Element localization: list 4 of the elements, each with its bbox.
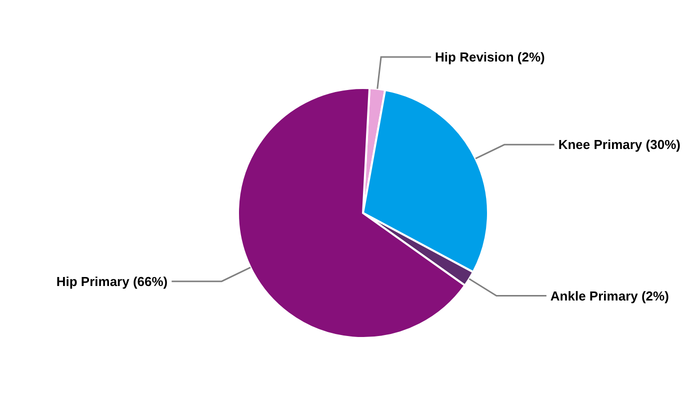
slice-label: Hip Revision (2%): [435, 50, 545, 65]
slice-label: Hip Primary (66%): [56, 274, 168, 289]
slice-label: Knee Primary (30%): [558, 137, 680, 152]
slice-label: Ankle Primary (2%): [550, 288, 669, 304]
